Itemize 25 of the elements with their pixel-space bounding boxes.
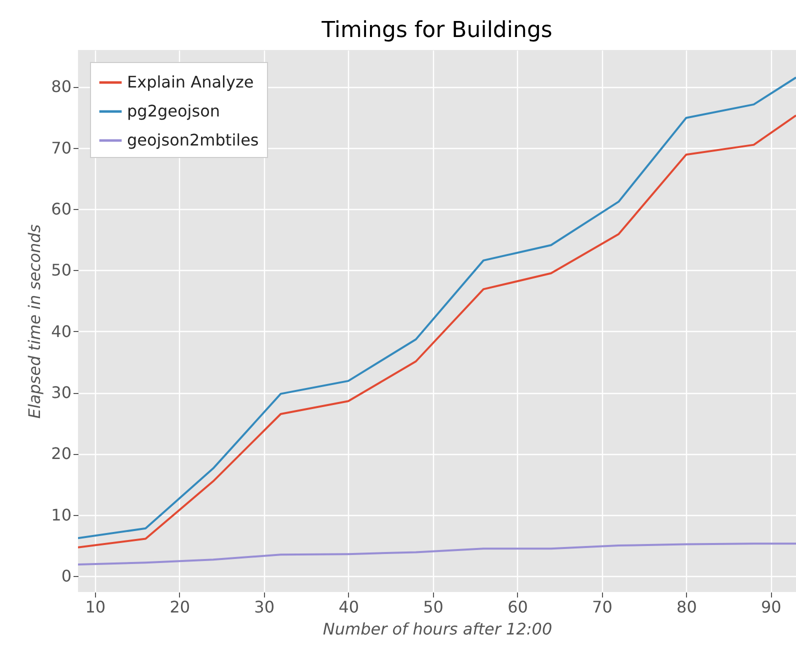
y-tick-label: 30 <box>51 383 72 402</box>
x-tick-label: 20 <box>170 598 190 616</box>
legend-label: Explain Analyze <box>127 72 254 92</box>
x-tick-label: 70 <box>592 598 612 616</box>
x-tick-label: 30 <box>254 598 275 616</box>
y-tick-label: 60 <box>51 200 72 219</box>
x-tick-label: 40 <box>338 598 359 616</box>
x-tick-label: 80 <box>676 598 697 616</box>
y-tick-label: 0 <box>61 566 72 586</box>
y-tick-label: 40 <box>51 322 72 341</box>
legend-label: pg2geojson <box>127 102 220 120</box>
y-tick-label: 80 <box>51 77 72 96</box>
x-tick-label: 50 <box>423 598 444 616</box>
chart-title: Timings for Buildings <box>320 18 552 43</box>
y-tick-label: 20 <box>51 444 72 464</box>
y-tick-label: 10 <box>51 505 72 524</box>
y-tick-label: 50 <box>51 260 72 280</box>
legend-label: geojson2mbtiles <box>127 130 259 150</box>
x-tick-label: 90 <box>760 598 782 616</box>
x-tick-label: 60 <box>508 598 528 616</box>
y-axis-title: Elapsed time in seconds <box>25 224 44 419</box>
y-tick-label: 70 <box>51 138 72 158</box>
x-axis-title: Number of hours after 12:00 <box>322 620 552 638</box>
line-series <box>78 542 796 566</box>
x-tick-label: 10 <box>85 598 106 616</box>
